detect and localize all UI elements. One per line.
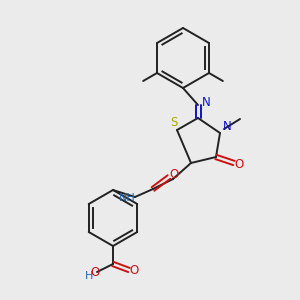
- Text: N: N: [202, 95, 210, 109]
- Text: N: N: [223, 119, 231, 133]
- Text: O: O: [234, 158, 244, 170]
- Text: S: S: [170, 116, 178, 128]
- Text: NH: NH: [118, 193, 135, 203]
- Text: O: O: [129, 265, 139, 278]
- Text: H: H: [85, 271, 93, 281]
- Text: O: O: [169, 169, 178, 182]
- Text: O: O: [90, 266, 100, 280]
